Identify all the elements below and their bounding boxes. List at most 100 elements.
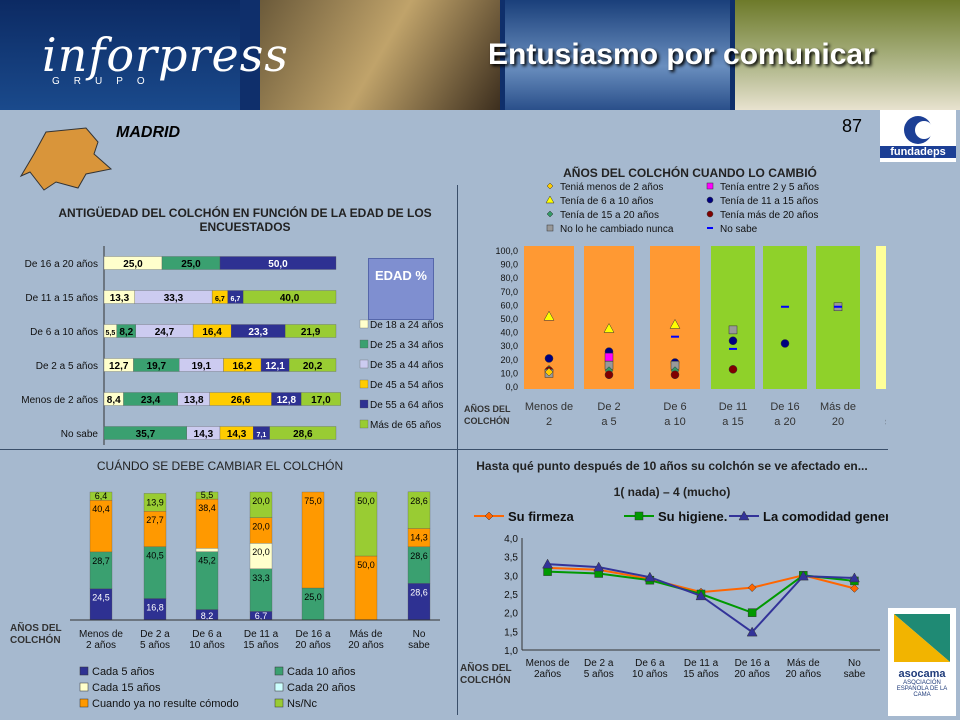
chart1-legend-swatch <box>359 359 369 369</box>
chart4-ytick-label: 3,5 <box>504 553 518 564</box>
chart3-bar-segment <box>301 491 325 589</box>
chart1-data-label: 16,2 <box>233 361 253 372</box>
chart1-data-label: 23,3 <box>248 327 268 338</box>
chart2-ytick-label: 0,0 <box>505 382 518 392</box>
chart1-data-label: 50,0 <box>268 259 288 270</box>
chart1-data-label: 14,3 <box>227 429 247 440</box>
chart3-category-label: De 16 a <box>295 629 330 640</box>
chart1-legend-swatch <box>359 379 369 389</box>
chart4-legend-label: Su higiene. <box>658 509 727 524</box>
chart1-data-label: 25,0 <box>123 259 143 270</box>
chart3-bar-segment <box>195 491 219 500</box>
chart3-legend-swatch <box>79 682 89 692</box>
chart3-bar-segment <box>249 491 273 518</box>
chart1-data-label: 13,8 <box>184 395 204 406</box>
chart2-data-point <box>728 365 738 374</box>
chart2-column-bg <box>876 246 886 389</box>
chart1-legend-swatch <box>359 419 369 429</box>
chart3-xlabel-line1: AÑOS DEL <box>10 621 62 634</box>
chart4-ytick-label: 3,0 <box>504 571 518 582</box>
chart2-legend-label: Tenía entre 2 y 5 años <box>720 182 819 193</box>
chart2-category-label: 20 <box>832 416 844 428</box>
chart4-legend-marker <box>634 511 644 521</box>
chart2-legend-label: Teniá menos de 2 años <box>560 182 663 193</box>
chart4-category-label: sabe <box>844 669 866 680</box>
chart2-svg: Teniá menos de 2 años Tenía entre 2 y 5 a… <box>464 182 886 428</box>
chart3-legend-label: Cada 15 años <box>92 682 161 694</box>
chart3-data-label: 8,2 <box>201 611 214 621</box>
asocama-logo: asocama ASOCIACIÓN ESPAÑOLA DE LA CAMA <box>888 608 956 716</box>
chart1-data-label: 35,7 <box>136 429 156 440</box>
chart3-category-label: Más de <box>350 629 383 640</box>
chart2-xlabel-line1: AÑOS DEL <box>464 404 511 414</box>
chart2-legend-marker <box>546 182 554 190</box>
chart2-ytick-label: 40,0 <box>500 328 518 338</box>
chart1-legend-label: De 25 a 34 años <box>370 340 443 351</box>
chart2-data-point <box>728 336 738 346</box>
chart2-legend-marker <box>546 210 554 218</box>
chart1-data-label: 24,7 <box>155 327 175 338</box>
chart4-category-label: No <box>848 658 861 669</box>
chart4-legend-marker <box>484 511 494 521</box>
page-number: 87 <box>842 116 863 136</box>
chart4-xlabel-line1: AÑOS DEL <box>460 661 512 674</box>
chart1-legend-label: De 18 a 24 años <box>370 320 443 331</box>
chart4-data-point <box>850 584 859 593</box>
chart1-bar-segment <box>219 256 337 270</box>
chart3-data-label: 16,8 <box>146 602 164 612</box>
chart3-category-label: 5 años <box>140 640 170 651</box>
banner-photo-1 <box>0 0 240 110</box>
chart2-legend-marker <box>706 196 714 204</box>
chart1-legend-label: De 35 a 44 años <box>370 360 443 371</box>
asocama-subtext: ASOCIACIÓN ESPAÑOLA DE LA CAMA <box>896 680 948 698</box>
chart1-data-label: 20,2 <box>303 361 323 372</box>
chart3-data-label: 6,4 <box>95 491 108 501</box>
chart3-data-label: 27,7 <box>146 515 164 525</box>
chart4-category-label: 20 años <box>785 669 821 680</box>
chart3-legend-label: Cuando ya no resulte cómodo <box>92 698 239 710</box>
chart2-data-point <box>603 323 615 333</box>
chart2-category-label: De 16 <box>770 401 799 413</box>
chart1-data-label: 6,7 <box>231 296 241 303</box>
chart2-legend-label: No sabe <box>720 224 758 235</box>
chart2-category-label: a 20 <box>774 416 795 428</box>
chart4-category-label: Menos de <box>526 658 570 669</box>
chart2-data-point <box>670 370 680 380</box>
chart3-data-label: 20,0 <box>252 522 270 532</box>
chart2-data-point <box>780 339 790 348</box>
chart4-data-point <box>542 558 553 569</box>
chart3-legend-swatch <box>274 666 284 676</box>
chart2-category-label: sabe <box>885 416 886 428</box>
brand-logo-sub: GRUPO <box>52 76 159 87</box>
chart4-category-label: De 6 a <box>635 658 665 669</box>
chart1-legend-label: De 45 a 54 años <box>370 380 443 391</box>
chart2-ytick-label: 30,0 <box>500 341 518 351</box>
banner-photo-3 <box>505 0 730 110</box>
chart4-legend-label: La comodidad general del colchón. <box>763 509 888 524</box>
chart1-data-label: 19,1 <box>192 361 212 372</box>
chart1-data-label: 13,3 <box>110 293 130 304</box>
chart3-data-label: 33,3 <box>252 573 270 583</box>
chart2-ytick-label: 100,0 <box>495 246 518 256</box>
chart4-title: Hasta qué punto después de 10 años su co… <box>476 459 868 473</box>
chart3-data-label: 13,9 <box>146 497 164 507</box>
chart3-legend-swatch <box>79 666 89 676</box>
chart2-data-point <box>604 370 614 380</box>
chart3-legend-label: Cada 5 años <box>92 666 155 678</box>
chart1-legend-swatch <box>359 319 369 329</box>
chart3-bar-segment <box>143 493 167 512</box>
chart2-category-label: De 6 <box>663 401 686 413</box>
chart1-data-label: 21,9 <box>301 327 321 338</box>
chart4-category-label: De 16 a <box>735 658 770 669</box>
chart3-legend-label: Ns/Nc <box>287 698 317 710</box>
chart2-legend-label: Tenía de 15 a 20 años <box>560 210 659 221</box>
chart2-xlabel-line2: COLCHÓN <box>464 415 510 426</box>
banner-photo-4 <box>735 0 960 110</box>
chart2-category-label: a 15 <box>722 416 743 428</box>
chart3-data-label: 20,0 <box>252 547 270 557</box>
chart3-data-label: 24,5 <box>92 593 110 603</box>
chart3-bar-segment <box>354 491 378 557</box>
chart4-category-label: De 2 a <box>584 658 614 669</box>
chart4-data-point <box>746 626 758 637</box>
chart1-title: ANTIGÜEDAD DEL COLCHÓN EN FUNCIÓN DE LA … <box>58 206 432 234</box>
